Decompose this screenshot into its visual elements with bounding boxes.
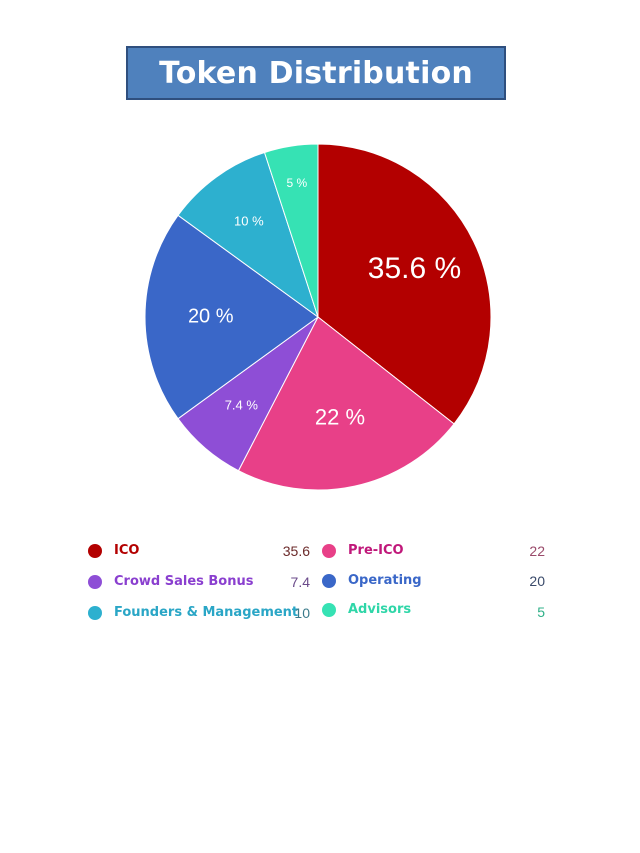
legend-label-advisors: Advisors	[348, 602, 412, 617]
legend-label-operating: Operating	[348, 573, 422, 588]
legend-label-crowd-sales-bonus: Crowd Sales Bonus	[114, 574, 254, 589]
legend-label-ico: ICO	[114, 543, 140, 558]
pie-slice-founders-management	[177, 151, 319, 319]
legend-label-pre-ico: Pre-ICO	[348, 543, 404, 558]
legend-dot-pre-ico	[322, 543, 336, 558]
legend-dot-advisors	[322, 602, 336, 617]
pie-label-operating: 20 %	[188, 305, 234, 327]
chart-title-box: Token Distribution	[126, 46, 506, 100]
legend-item-advisors: Advisors	[322, 602, 411, 617]
pie-label-advisors: 5 %	[287, 176, 308, 190]
legend-label-founders-management: Founders & Management	[114, 605, 299, 620]
legend-dot-crowd-sales-bonus	[88, 574, 102, 589]
legend-item-crowd-sales-bonus: Crowd Sales Bonus	[88, 574, 253, 589]
pie-slice-operating	[144, 214, 319, 420]
pie-slice-advisors	[263, 143, 319, 318]
legend-dot-operating	[322, 573, 336, 588]
pie-slice-pre-ico	[237, 316, 455, 491]
pie-label-founders-management: 10 %	[234, 213, 264, 228]
pie-label-crowd-sales-bonus: 7.4 %	[225, 398, 259, 413]
legend-item-founders-management: Founders & Management	[88, 605, 298, 620]
legend-item-pre-ico: Pre-ICO	[322, 543, 404, 558]
legend-item-ico: ICO	[88, 543, 139, 558]
chart-title: Token Distribution	[159, 55, 473, 91]
legend-dot-ico	[88, 543, 102, 558]
pie-label-pre-ico: 22 %	[315, 404, 365, 429]
pie-label-ico: 35.6 %	[368, 252, 461, 285]
legend-item-operating: Operating	[322, 573, 422, 588]
legend-dot-founders-management	[88, 605, 102, 620]
pie-slice-ico	[317, 143, 492, 425]
